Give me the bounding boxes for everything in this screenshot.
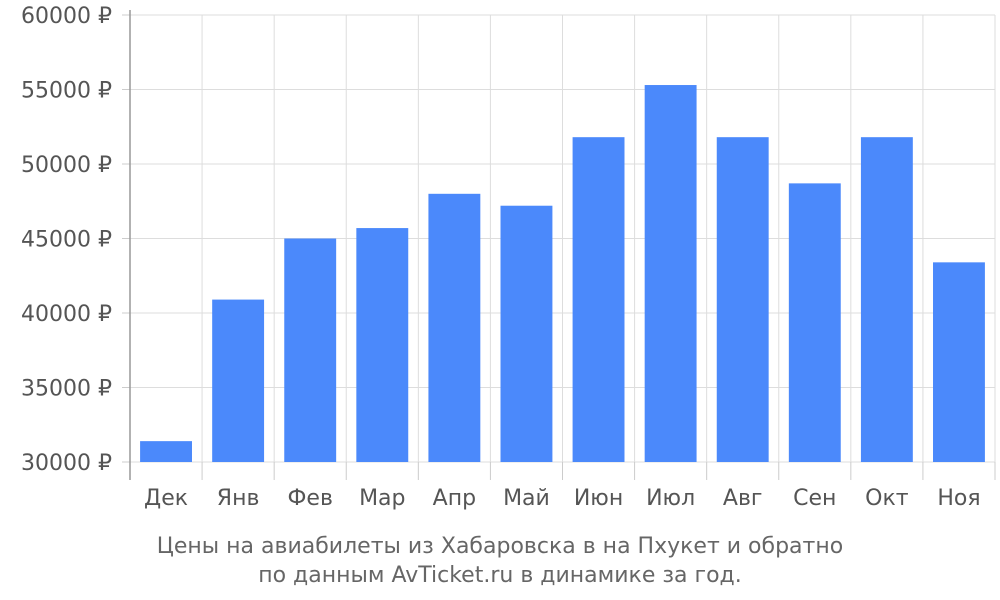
bar-4 bbox=[356, 228, 409, 462]
axes bbox=[122, 10, 996, 480]
y-tick-label: 50000 ₽ bbox=[21, 153, 112, 178]
bar-7 bbox=[572, 137, 625, 462]
x-tick-label: Июл bbox=[646, 486, 695, 511]
bar-2 bbox=[212, 299, 265, 462]
x-tick-label: Дек bbox=[144, 486, 188, 511]
x-tick-label: Май bbox=[503, 486, 550, 511]
bar-10 bbox=[788, 183, 841, 462]
x-tick-label: Фев bbox=[287, 486, 332, 511]
x-tick-label: Ноя bbox=[937, 486, 980, 511]
x-tick-label: Мар bbox=[359, 486, 405, 511]
grid bbox=[129, 14, 996, 463]
bar-1 bbox=[140, 441, 192, 462]
bar-5 bbox=[428, 193, 481, 463]
y-tick-label: 60000 ₽ bbox=[21, 4, 112, 29]
bar-8 bbox=[644, 85, 697, 462]
y-tick-labels: 30000 ₽ 35000 ₽ 40000 ₽ 45000 ₽ 50000 ₽ 55000… bbox=[21, 4, 112, 476]
caption-line-2: по данным AvTicket.ru в динамике за год. bbox=[258, 563, 742, 588]
x-tick-label: Окт bbox=[865, 486, 909, 511]
y-tick-label: 35000 ₽ bbox=[21, 377, 112, 402]
x-tick-labels: Дек Янв Фев Мар Апр Май Июн Июл Авг Сен Окт Ноя bbox=[144, 486, 981, 511]
x-tick-label: Апр bbox=[433, 486, 476, 511]
bar-6 bbox=[500, 205, 553, 462]
x-tick-label: Июн bbox=[574, 486, 623, 511]
bar-12 bbox=[933, 262, 985, 462]
x-tick-label: Авг bbox=[723, 486, 763, 511]
caption-line-1: Цены на авиабилеты из Хабаровска в на Пх… bbox=[156, 534, 844, 559]
y-tick-label: 45000 ₽ bbox=[21, 228, 112, 253]
y-tick-label: 40000 ₽ bbox=[21, 302, 112, 327]
bar-9 bbox=[716, 137, 769, 462]
y-tick-label: 55000 ₽ bbox=[21, 79, 112, 104]
bar-3 bbox=[284, 238, 337, 462]
bars bbox=[140, 85, 985, 463]
bar-chart: 30000 ₽ 35000 ₽ 40000 ₽ 45000 ₽ 50000 ₽ 55000… bbox=[21, 4, 996, 511]
x-tick-label: Сен bbox=[793, 486, 836, 511]
y-tick-label: 30000 ₽ bbox=[21, 451, 112, 476]
bar-11 bbox=[860, 137, 913, 462]
x-tick-label: Янв bbox=[217, 486, 260, 511]
